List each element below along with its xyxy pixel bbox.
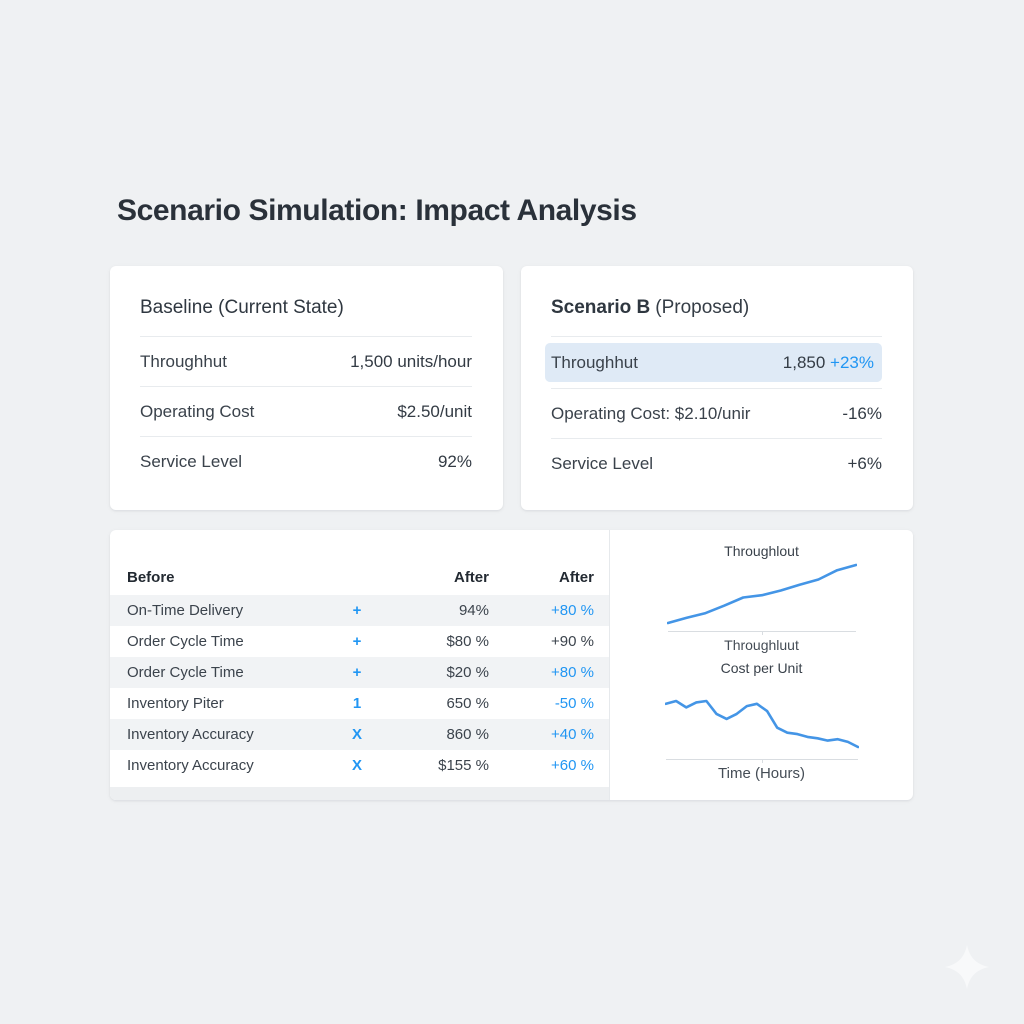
table-row: Order Cycle Time + $20 % +80 %: [110, 657, 609, 688]
header-after-value: After: [453, 569, 489, 586]
metric-change: -16%: [842, 403, 882, 423]
scenario-row-throughput: Throughhut 1,850 +23%: [545, 337, 882, 389]
cost-sparkline: [664, 699, 859, 749]
value-cell: $80 %: [446, 633, 489, 650]
scenario-card-title-main: Scenario B: [551, 297, 651, 318]
value-cell: $155 %: [438, 757, 489, 774]
table-footer-strip: [110, 787, 609, 800]
baseline-row-throughput: Throughhut 1,500 units/hour: [140, 337, 472, 387]
metric-label: Throughhut: [551, 352, 638, 372]
metric-cell: Inventory Accuracy: [127, 757, 254, 774]
metric-cell: Order Cycle Time: [127, 633, 244, 650]
change-cell: +80 %: [551, 664, 594, 681]
throughput-line-chart: [666, 562, 857, 626]
metric-label: Service Level: [551, 454, 654, 473]
header-spacer: [322, 560, 392, 595]
metric-change: +6%: [847, 454, 883, 473]
metric-value: 92%: [437, 452, 472, 471]
trend-symbol: +: [352, 633, 362, 650]
metric-cell: Inventory Accuracy: [127, 726, 254, 743]
trend-symbol: X: [351, 726, 362, 743]
table-row: Inventory Accuracy X 860 % +40 %: [110, 719, 609, 750]
sparkle-icon: [945, 945, 989, 989]
cost-chart-title: Cost per Unit: [720, 660, 803, 676]
change-cell: +80 %: [551, 602, 594, 619]
value-cell: 860 %: [446, 726, 489, 743]
header-before: Before: [127, 569, 175, 586]
metric-label: Operating Cost: $2.10/unir: [551, 403, 751, 423]
value-cell: 94%: [458, 602, 489, 619]
table-row: Order Cycle Time + $80 % +90 %: [110, 626, 609, 657]
metrics-table: Before After After On-Time Delivery + 94…: [110, 530, 610, 800]
value-cell: 650 %: [446, 695, 489, 712]
metric-cell: Inventory Piter: [127, 695, 224, 712]
trend-symbol: 1: [352, 695, 362, 712]
metric-change: +23%: [830, 352, 874, 372]
highlighted-row[interactable]: Throughhut 1,850 +23%: [545, 343, 882, 382]
trend-symbol: +: [352, 664, 362, 681]
change-cell: +60 %: [551, 757, 594, 774]
scenario-card-title: Scenario B (Proposed): [551, 266, 882, 337]
axis-tick: [761, 759, 763, 763]
change-cell: +40 %: [551, 726, 594, 743]
scenario-card: Scenario B (Proposed) Throughhut 1,850 +…: [521, 266, 913, 510]
scenario-row-operating-cost: Operating Cost: $2.10/unir -16%: [551, 389, 882, 439]
metric-label: Throughhut: [140, 351, 227, 371]
metric-label: Service Level: [140, 452, 243, 471]
metric-label: Operating Cost: [140, 401, 255, 421]
trend-symbol: X: [351, 757, 362, 774]
change-cell: -50 %: [554, 695, 594, 712]
table-row: On-Time Delivery + 94% +80 %: [110, 595, 609, 626]
impact-detail-card: Before After After On-Time Delivery + 94…: [110, 530, 913, 800]
trend-symbol: +: [352, 602, 362, 619]
baseline-card-title: Baseline (Current State): [140, 266, 472, 337]
throughput-chart-title: Throughlout: [724, 543, 799, 559]
table-header-row: Before After After: [110, 530, 609, 595]
baseline-row-service-level: Service Level 92%: [140, 437, 472, 487]
metric-value-number: 1,850: [782, 352, 826, 372]
charts-panel: Throughlout Throughluut Cost per Unit Ti…: [610, 530, 913, 800]
cost-line-chart: [664, 698, 859, 750]
throughput-x-axis: [667, 631, 856, 635]
metric-value: $2.50/unit: [397, 401, 472, 421]
metric-cell: On-Time Delivery: [127, 602, 244, 619]
page-title: Scenario Simulation: Impact Analysis: [117, 194, 637, 227]
scenario-row-service-level: Service Level +6%: [551, 439, 882, 489]
throughput-sparkline: [666, 563, 857, 625]
table-row: Inventory Piter 1 650 % -50 %: [110, 688, 609, 719]
throughput-axis-label: Throughluut: [724, 637, 799, 653]
axis-tick: [761, 631, 763, 635]
baseline-row-operating-cost: Operating Cost $2.50/unit: [140, 387, 472, 437]
header-after-change: After: [558, 569, 594, 586]
metric-cell: Order Cycle Time: [127, 664, 244, 681]
cost-x-axis: [665, 759, 858, 763]
change-cell: +90 %: [551, 633, 594, 650]
metric-value: 1,500 units/hour: [350, 351, 472, 371]
scenario-card-title-suffix: (Proposed): [655, 297, 750, 318]
table-row: Inventory Accuracy X $155 % +60 %: [110, 750, 609, 781]
baseline-card: Baseline (Current State) Throughhut 1,50…: [110, 266, 503, 510]
value-cell: $20 %: [446, 664, 489, 681]
metric-value: 1,850 +23%: [783, 353, 874, 373]
cost-axis-label: Time (Hours): [718, 765, 805, 782]
